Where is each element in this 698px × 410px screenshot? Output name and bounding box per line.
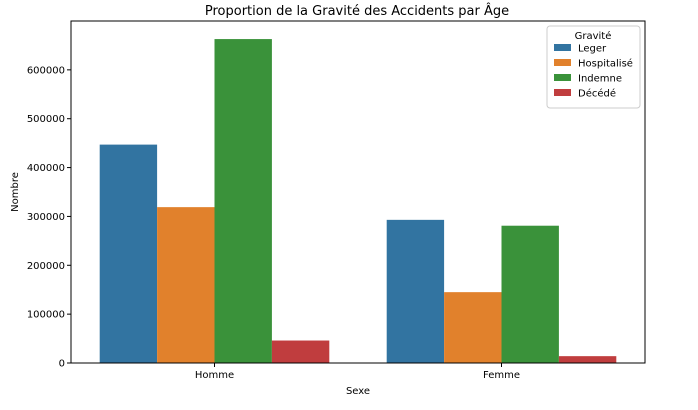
plot-bars bbox=[99, 39, 617, 363]
x-tick-label: Femme bbox=[483, 370, 520, 381]
bar bbox=[271, 340, 330, 363]
legend-swatch bbox=[554, 89, 571, 96]
bar bbox=[99, 144, 158, 363]
legend-title: Gravité bbox=[575, 30, 612, 42]
y-tick-label: 500000 bbox=[27, 114, 65, 125]
x-axis: Homme Femme bbox=[195, 363, 520, 381]
bar bbox=[558, 356, 617, 363]
bar bbox=[157, 207, 215, 363]
y-tick-label: 600000 bbox=[27, 65, 65, 76]
legend: Gravité Leger Hospitalisé Indemne Décédé bbox=[546, 25, 641, 109]
bar bbox=[214, 39, 272, 363]
x-tick-label: Homme bbox=[195, 370, 234, 381]
y-tick-label: 400000 bbox=[27, 163, 65, 174]
legend-label: Leger bbox=[578, 44, 607, 55]
y-tick-label: 0 bbox=[59, 359, 65, 370]
plot-frame bbox=[70, 20, 646, 364]
bar bbox=[444, 292, 502, 363]
y-axis: 0 100000 200000 300000 400000 500000 600000 bbox=[27, 65, 71, 370]
bar bbox=[501, 225, 559, 363]
legend-swatch bbox=[554, 59, 571, 66]
legend-swatch bbox=[554, 74, 571, 81]
legend-swatch bbox=[554, 44, 571, 51]
y-tick-label: 300000 bbox=[27, 212, 65, 223]
legend-label: Décédé bbox=[578, 88, 616, 100]
legend-label: Indemne bbox=[578, 74, 622, 85]
y-tick-label: 100000 bbox=[27, 310, 65, 321]
y-axis-label: Nombre bbox=[10, 172, 21, 212]
legend-label: Hospitalisé bbox=[578, 58, 633, 70]
chart-title: Proportion de la Gravité des Accidents p… bbox=[205, 3, 509, 19]
x-axis-label: Sexe bbox=[346, 386, 370, 397]
bar bbox=[386, 219, 445, 363]
y-tick-label: 200000 bbox=[27, 261, 65, 272]
